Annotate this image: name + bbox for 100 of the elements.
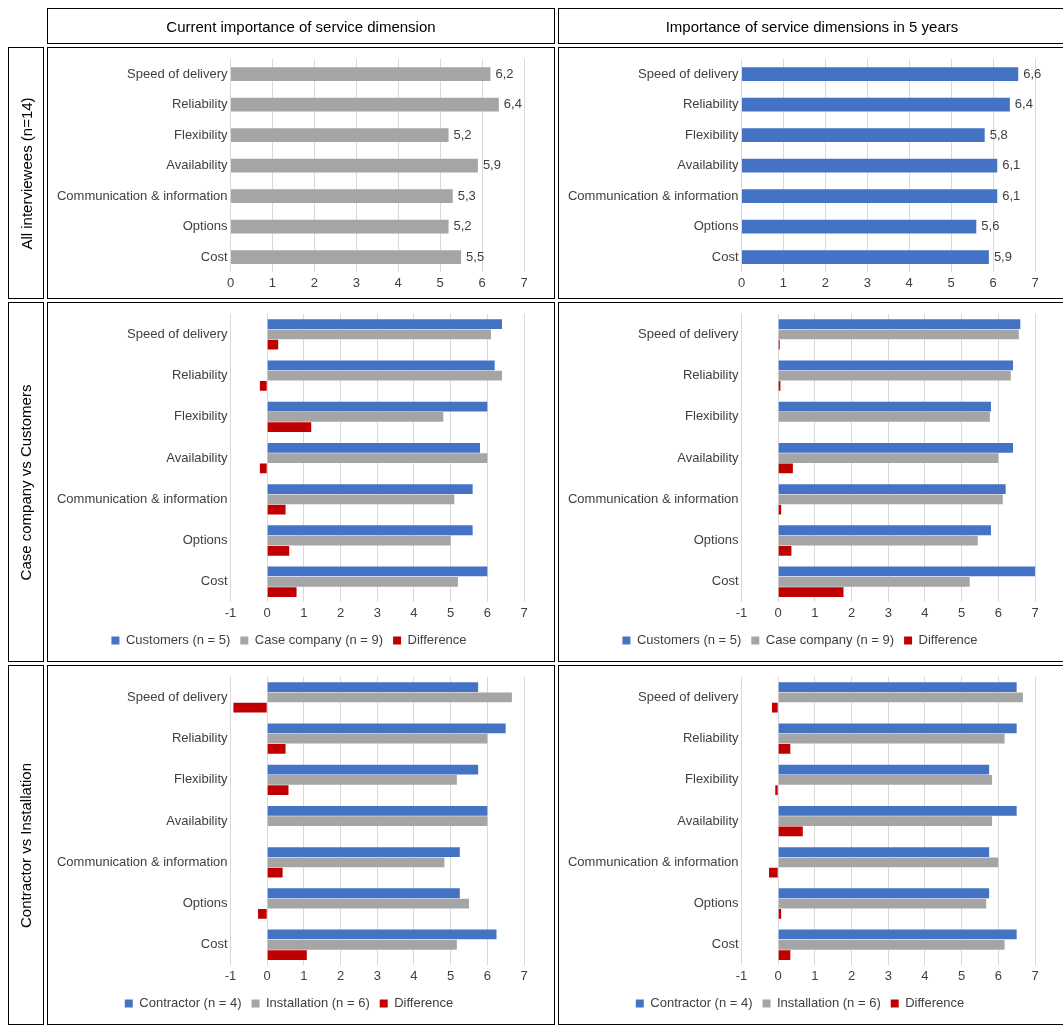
y-tick-label: Reliability bbox=[171, 730, 229, 746]
data-label: 5,9 bbox=[482, 157, 501, 173]
x-tick-label: 5 bbox=[436, 274, 444, 290]
bar bbox=[267, 504, 286, 515]
y-tick-label: Speed of delivery bbox=[638, 65, 740, 81]
x-tick-label: 7 bbox=[1031, 967, 1039, 983]
bar bbox=[742, 250, 989, 265]
x-tick-label: 6 bbox=[478, 274, 486, 290]
x-tick-label: 3 bbox=[884, 967, 892, 983]
bar bbox=[267, 692, 512, 703]
bar bbox=[231, 219, 449, 234]
x-tick-label: 5 bbox=[447, 604, 455, 620]
y-tick-label: Communication & information bbox=[567, 187, 739, 203]
y-tick-label: Cost bbox=[711, 573, 739, 589]
bar bbox=[267, 764, 479, 775]
y-tick-label: Reliability bbox=[171, 96, 229, 112]
bar bbox=[778, 888, 990, 899]
bar bbox=[742, 189, 998, 203]
bar bbox=[778, 566, 1035, 577]
data-label: 5,3 bbox=[457, 187, 476, 203]
bar bbox=[778, 401, 991, 412]
y-tick-label: Reliability bbox=[682, 730, 740, 746]
bar bbox=[233, 702, 267, 713]
chart-title: Importance of service dimensions in 5 years bbox=[558, 8, 1063, 44]
y-tick-label: Options bbox=[182, 532, 229, 548]
bar bbox=[742, 158, 998, 173]
x-tick-label: -1 bbox=[224, 604, 237, 620]
bar bbox=[742, 219, 977, 234]
bar bbox=[267, 785, 289, 796]
x-tick-label: 4 bbox=[921, 604, 929, 620]
x-tick-label: 1 bbox=[300, 967, 308, 983]
bar bbox=[267, 453, 488, 463]
x-tick-label: 7 bbox=[1031, 274, 1039, 290]
x-tick-label: 5 bbox=[447, 967, 455, 983]
bar bbox=[267, 370, 502, 381]
bar bbox=[778, 744, 791, 754]
bar bbox=[778, 929, 1017, 940]
bar bbox=[267, 950, 307, 960]
x-tick-label: 6 bbox=[994, 967, 1002, 983]
bar bbox=[778, 898, 987, 909]
x-tick-label: 0 bbox=[774, 604, 782, 620]
x-tick-label: -1 bbox=[735, 604, 748, 620]
x-tick-label: 5 bbox=[947, 274, 955, 290]
x-tick-label: 7 bbox=[520, 274, 528, 290]
y-tick-label: Flexibility bbox=[174, 126, 228, 142]
bar bbox=[267, 401, 488, 412]
y-axis-title: Contractor vs Installation bbox=[17, 762, 35, 928]
y-tick-label: Speed of delivery bbox=[127, 688, 229, 704]
legend-label: Case company (n = 9) bbox=[254, 632, 384, 648]
y-tick-label: Communication & information bbox=[567, 490, 739, 506]
y-tick-label: Flexibility bbox=[685, 408, 739, 424]
data-label: 6,6 bbox=[1023, 65, 1042, 81]
data-label: 6,4 bbox=[503, 96, 522, 112]
bar bbox=[267, 857, 445, 868]
bar bbox=[231, 67, 491, 81]
bar bbox=[778, 816, 993, 826]
x-tick-label: 3 bbox=[863, 274, 871, 290]
bar bbox=[778, 525, 991, 536]
bar bbox=[778, 535, 978, 546]
bar bbox=[259, 381, 267, 391]
x-tick-label: 3 bbox=[373, 967, 381, 983]
legend-label: Case company (n = 9) bbox=[765, 632, 895, 648]
x-tick-label: -1 bbox=[224, 967, 237, 983]
bar bbox=[778, 857, 999, 868]
y-tick-label: Availability bbox=[677, 812, 740, 828]
x-tick-label: 2 bbox=[310, 274, 318, 290]
x-tick-label: 2 bbox=[821, 274, 829, 290]
x-tick-label: 1 bbox=[779, 274, 788, 290]
bar bbox=[267, 442, 480, 453]
legend-label: Customers (n = 5) bbox=[125, 632, 231, 648]
y-tick-label: Communication & information bbox=[56, 853, 228, 869]
y-tick-label: Availability bbox=[677, 157, 740, 173]
y-tick-label: Cost bbox=[711, 248, 739, 264]
bar bbox=[267, 566, 488, 577]
bar bbox=[778, 847, 990, 857]
y-tick-label: Speed of delivery bbox=[638, 688, 740, 704]
bar bbox=[778, 764, 990, 775]
bar bbox=[231, 158, 478, 173]
y-tick-label: Cost bbox=[200, 936, 228, 952]
data-label: 5,2 bbox=[453, 218, 472, 234]
y-tick-label: Reliability bbox=[682, 96, 740, 112]
x-tick-label: 6 bbox=[483, 967, 491, 983]
legend-label: Installation (n = 6) bbox=[266, 995, 370, 1011]
legend-label: Difference bbox=[407, 632, 467, 648]
x-tick-label: 5 bbox=[958, 604, 966, 620]
bar bbox=[267, 422, 312, 433]
bar bbox=[267, 319, 502, 329]
data-label: 5,8 bbox=[989, 126, 1008, 142]
y-tick-label: Reliability bbox=[171, 367, 229, 383]
y-tick-label: Availability bbox=[166, 449, 229, 465]
bar bbox=[267, 545, 290, 556]
x-tick-label: 0 bbox=[774, 967, 782, 983]
bar bbox=[267, 535, 451, 546]
legend-label: Contractor (n = 4) bbox=[650, 995, 753, 1011]
data-label: 5,5 bbox=[466, 248, 485, 264]
y-tick-label: Cost bbox=[200, 573, 228, 589]
x-tick-label: 0 bbox=[263, 604, 271, 620]
y-tick-label: Cost bbox=[711, 936, 739, 952]
bar bbox=[778, 805, 1017, 816]
y-tick-label: Options bbox=[693, 895, 740, 911]
